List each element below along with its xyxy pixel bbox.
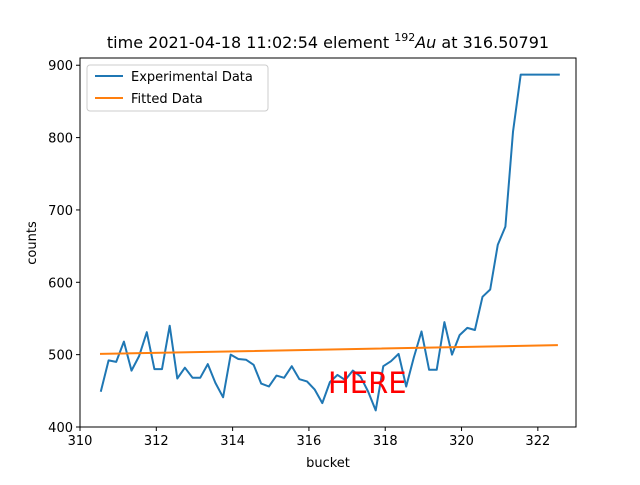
experimental-data-line [99, 73, 560, 412]
y-tick-label: 900 [48, 59, 73, 74]
y-tick-label: 400 [48, 421, 73, 436]
y-tick-label: 500 [48, 349, 73, 364]
legend-box [86, 64, 269, 112]
title-isotope-mass: 192 [394, 31, 415, 44]
title-element: Au [414, 33, 436, 52]
marks-layer [99, 73, 560, 412]
legend-label-experimental: Experimental Data [131, 70, 253, 85]
x-tick-label: 312 [144, 434, 169, 449]
x-tick-label: 310 [68, 434, 93, 449]
legend: Experimental Data Fitted Data [86, 64, 269, 112]
legend-label-fitted: Fitted Data [131, 92, 203, 107]
plot-frame [79, 57, 577, 428]
y-tick-label: 700 [48, 204, 73, 219]
y-tick-label: 600 [48, 276, 73, 291]
fitted-data-line [99, 344, 558, 355]
x-tick-label: 314 [220, 434, 245, 449]
ticks-layer: 310 312 314 316 318 320 322 400 500 600 700 800 900 [48, 59, 550, 449]
y-tick-label: 800 [48, 132, 73, 147]
chart-title: time 2021-04-18 11:02:54 element 192Au a… [107, 31, 549, 52]
x-axis-label: bucket [306, 456, 350, 471]
x-tick-label: 316 [297, 434, 322, 449]
annotation-here: HERE [328, 366, 407, 400]
title-suffix: at 316.50791 [436, 33, 549, 52]
x-tick-label: 320 [449, 434, 474, 449]
x-tick-label: 322 [525, 434, 550, 449]
title-prefix: time 2021-04-18 11:02:54 element [107, 33, 394, 52]
y-axis-label: counts [25, 221, 40, 265]
x-tick-label: 318 [373, 434, 398, 449]
